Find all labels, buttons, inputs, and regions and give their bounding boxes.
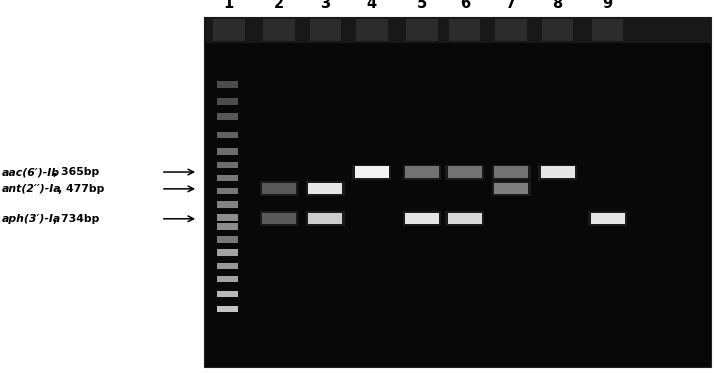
Bar [217, 148, 238, 155]
Bar [260, 181, 298, 196]
Bar [310, 19, 341, 41]
Bar [356, 19, 388, 41]
Bar [260, 211, 298, 226]
Bar [542, 19, 573, 41]
Bar [308, 213, 342, 224]
Text: , 365bp: , 365bp [53, 167, 99, 177]
Text: 3: 3 [320, 0, 330, 11]
Bar [494, 183, 528, 194]
Bar [591, 213, 625, 224]
Bar [217, 175, 238, 181]
Bar [541, 166, 575, 178]
Text: , 477bp: , 477bp [58, 184, 104, 194]
Text: 8: 8 [553, 0, 563, 11]
Bar [217, 306, 238, 312]
Bar [445, 165, 484, 180]
Bar [217, 132, 238, 138]
Bar [217, 201, 238, 208]
Bar [262, 213, 296, 224]
Text: 6: 6 [460, 0, 470, 11]
Bar [355, 166, 389, 178]
Bar [588, 211, 627, 226]
Bar [449, 19, 480, 41]
Bar [538, 165, 577, 180]
Bar [405, 213, 439, 224]
Bar [217, 162, 238, 168]
Bar [445, 211, 484, 226]
Bar [495, 19, 527, 41]
Bar [217, 81, 238, 88]
Bar [448, 166, 482, 178]
Bar [405, 166, 439, 178]
Bar [217, 188, 238, 194]
Text: 9: 9 [603, 0, 613, 11]
Bar [263, 19, 295, 41]
Bar [204, 17, 711, 43]
Text: aac(6′)-Ib: aac(6′)-Ib [1, 167, 59, 177]
Text: 1: 1 [224, 0, 234, 11]
Text: aph(3′)-Ia: aph(3′)-Ia [1, 214, 61, 224]
Bar [217, 98, 238, 105]
Bar [217, 223, 238, 230]
Bar [403, 165, 441, 180]
Bar [217, 276, 238, 282]
Bar [406, 19, 438, 41]
Bar [306, 181, 345, 196]
Text: , 734bp: , 734bp [53, 214, 99, 224]
Bar [217, 214, 238, 221]
Text: 5: 5 [417, 0, 427, 11]
Bar [592, 19, 623, 41]
Bar [448, 213, 482, 224]
Bar [213, 19, 245, 41]
Bar [217, 113, 238, 120]
Text: 4: 4 [367, 0, 377, 11]
Bar [494, 166, 528, 178]
Text: 2: 2 [274, 0, 284, 11]
Bar [262, 183, 296, 194]
Bar [217, 236, 238, 243]
Bar [204, 17, 711, 367]
Bar [403, 211, 441, 226]
Bar [492, 181, 531, 196]
Bar [217, 291, 238, 297]
Text: ant(2′′)-Ia: ant(2′′)-Ia [1, 184, 61, 194]
Bar [308, 183, 342, 194]
Bar [217, 263, 238, 269]
Bar [492, 165, 531, 180]
Text: 7: 7 [506, 0, 516, 11]
Bar [352, 165, 391, 180]
Bar [306, 211, 345, 226]
Bar [217, 249, 238, 256]
